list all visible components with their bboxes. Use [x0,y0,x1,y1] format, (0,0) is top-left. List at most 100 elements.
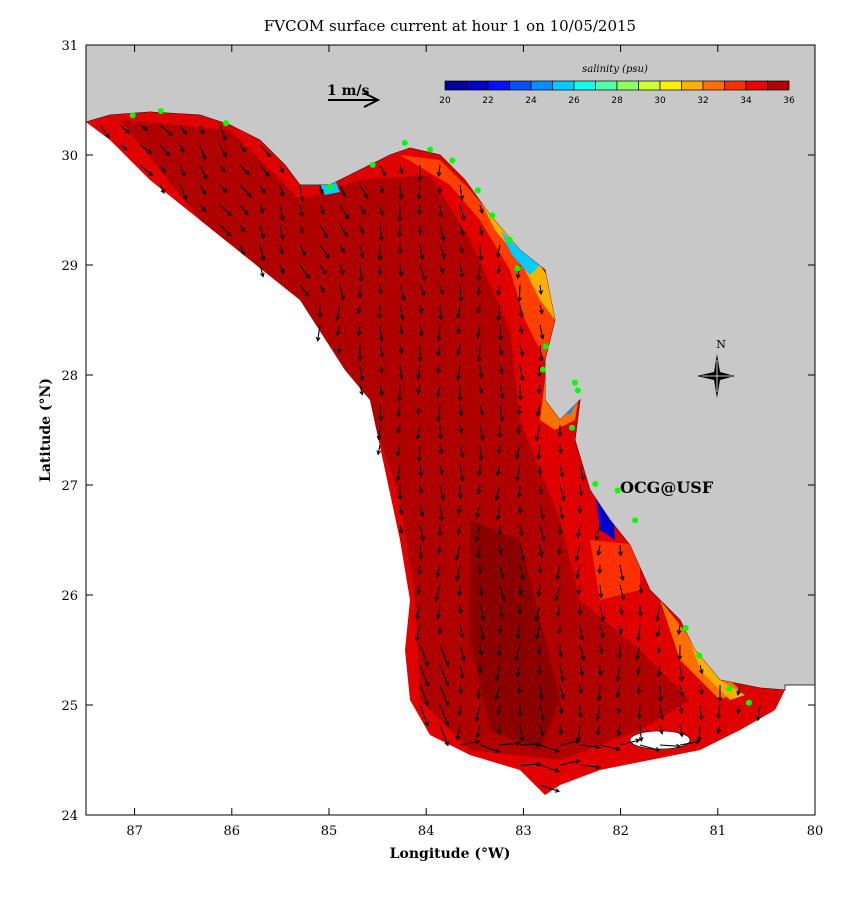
current-vector-arrow [398,364,404,380]
current-vector-arrow [575,564,581,580]
current-vector-arrow [336,344,342,355]
current-vector-arrow [439,704,450,727]
colorbar-swatch [681,80,704,91]
current-vector-arrow [315,324,321,342]
current-vector-arrow [335,324,341,337]
current-vector-arrow [539,304,544,315]
current-vector-arrow [438,304,444,321]
current-vector-arrow [499,740,522,746]
station-marker [129,112,136,119]
current-vector-arrow [659,743,682,749]
current-vector-arrow [558,704,564,715]
current-vector-arrow [417,164,423,182]
current-vector-arrow [476,284,482,297]
current-vector-arrow [379,204,385,217]
current-vector-arrow [478,444,484,462]
current-vector-arrow [479,404,484,416]
current-vector-arrow [579,764,601,770]
current-vector-arrow [619,564,625,582]
x-tick-label: 81 [710,824,727,839]
current-vector-arrow [415,424,421,440]
current-vector-arrow [437,624,443,635]
current-vector-arrow [397,204,403,223]
current-vector-arrow [494,684,501,701]
current-vector-arrow [577,504,583,515]
current-vector-arrow [359,224,365,234]
scale-arrow: 1 m/s [327,83,381,108]
current-vector-arrow [416,384,422,395]
current-vector-arrow [299,244,307,257]
station-marker [506,236,513,243]
current-vector-arrow [476,684,482,699]
current-vector-arrow [435,384,441,398]
current-vector-arrow [219,184,228,194]
current-vector-arrow [557,544,562,556]
current-vector-arrow [357,344,363,362]
current-vector-arrow [397,224,402,238]
current-vector-arrow [559,759,581,766]
current-vector-arrow [479,424,485,441]
current-vector-arrow [637,604,643,617]
current-vector-arrow [319,244,330,259]
ocg-usf-label: OCG@USF [620,478,714,497]
current-vector-arrow [419,284,426,297]
current-vector-arrow [459,624,465,639]
current-vector-arrow [539,504,545,520]
current-vector-arrow [538,344,544,362]
x-tick-label: 82 [612,824,629,839]
current-vector-arrow [579,664,585,677]
x-tick-label: 84 [418,824,435,839]
current-vector-arrow [579,464,585,482]
current-vector-arrow [474,704,481,722]
current-vector-arrow [519,544,526,562]
station-marker [539,366,546,373]
current-vector-arrow [578,684,584,695]
current-vector-arrow [436,364,442,374]
current-vector-arrow [339,244,345,254]
salinity-band-coastal-2 [480,200,555,320]
compass-label: N [716,338,726,351]
current-vector-arrow [239,144,246,153]
current-vector-arrow [599,744,621,752]
current-vector-arrow [559,504,565,520]
current-vector-arrow [496,704,502,716]
current-vector-arrow [454,544,461,561]
current-vector-arrow [678,704,684,714]
colorbar-tick-label: 28 [611,96,623,106]
current-vector-arrow [557,624,562,635]
colorbar-swatch [595,80,618,91]
current-vector-arrow [259,244,266,262]
current-vector-arrow [479,624,486,641]
current-vector-arrow [418,304,424,314]
current-vector-arrow [398,344,404,355]
current-vector-arrow [417,344,423,362]
current-vector-arrow [477,664,483,675]
current-vector-arrow [496,444,502,455]
current-vector-arrow [379,164,387,177]
current-vector-arrow [679,739,701,746]
colorbar-swatch [745,80,768,91]
current-vector-arrow [395,464,401,482]
current-vector-arrow [539,324,545,340]
colorbar-tick-label: 22 [482,96,493,106]
colorbar-swatch [724,80,747,91]
current-vector-arrow [459,244,464,254]
current-vector-arrow [576,584,582,595]
current-vector-arrow [417,204,423,216]
current-vector-arrow [419,704,430,727]
current-vector-arrow [477,464,482,477]
current-vector-arrow [398,164,404,175]
current-vector-arrow [398,504,404,516]
current-vector-arrow [299,264,310,279]
current-vector-arrow [534,604,541,622]
current-vector-arrow [495,664,501,682]
current-vector-arrow [299,224,304,234]
current-vector-arrow [596,684,602,702]
y-tick-label: 24 [61,809,78,824]
current-vector-arrow [656,644,662,654]
current-vector-arrow [478,244,484,262]
current-vector-arrow [475,504,481,519]
station-marker [326,183,333,190]
current-vector-arrow [458,424,464,435]
chart-title: FVCOM surface current at hour 1 on 10/05… [264,17,636,35]
